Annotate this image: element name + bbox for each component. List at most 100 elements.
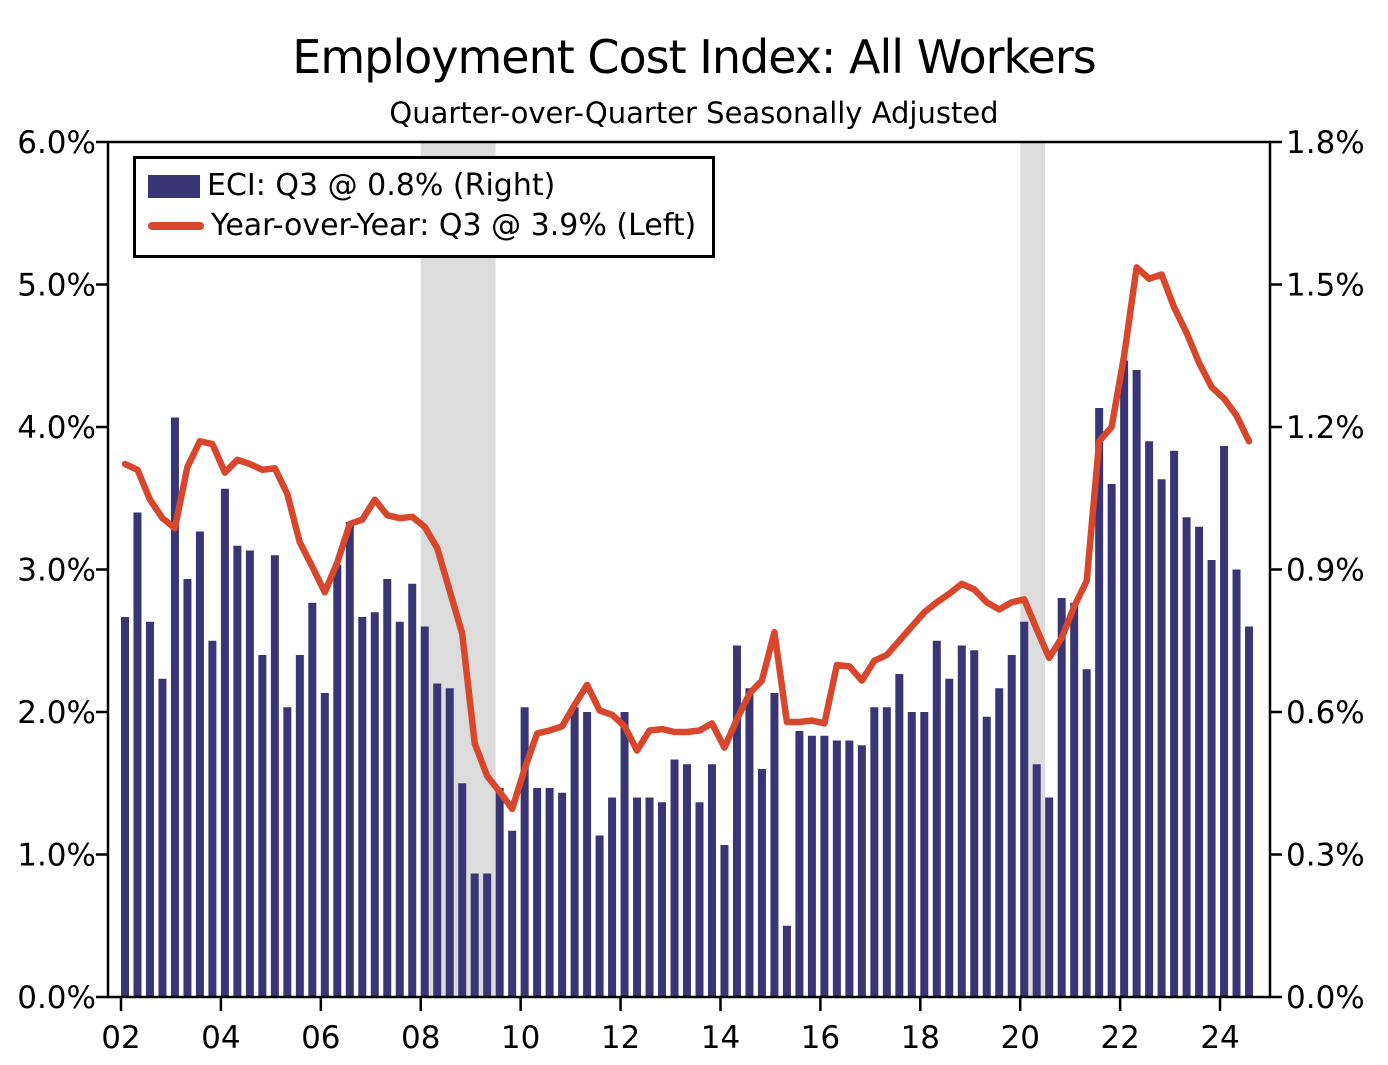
left-axis-tick-label: 6.0% [17,125,96,161]
eci-bar [633,797,642,997]
legend-item-eci: ECI: Q3 @ 0.8% (Right) [148,168,696,204]
eci-bar [158,678,167,997]
eci-bar [895,674,904,997]
legend-label-eci: ECI: Q3 @ 0.8% (Right) [207,168,556,203]
eci-bar [583,712,592,997]
eci-bar [720,845,729,997]
eci-bar [1220,446,1229,997]
line-swatch-icon [148,222,204,230]
x-axis-tick-label: 18 [901,1020,940,1056]
legend-item-yoy: Year-over-Year: Q3 @ 3.9% (Left) [148,208,696,244]
eci-bar [208,640,217,997]
eci-bar [270,555,279,997]
eci-bar [920,712,929,997]
eci-bar [433,683,442,997]
eci-bar [1082,669,1091,997]
x-axis-tick-label: 02 [101,1020,140,1056]
eci-bar [882,707,891,997]
eci-bar [932,640,941,997]
eci-bar [1132,370,1141,997]
eci-bar [782,925,791,997]
eci-bar [245,550,254,997]
x-axis-tick-label: 20 [1000,1020,1039,1056]
eci-bar [957,645,966,997]
eci-bar [807,735,816,997]
right-axis-tick-label: 1.5% [1286,268,1365,304]
eci-bar [383,579,392,997]
eci-bar [308,602,317,997]
x-axis-tick-label: 24 [1200,1020,1239,1056]
right-axis-tick-label: 1.2% [1286,410,1365,446]
eci-bar [1057,598,1066,997]
eci-bar [133,512,142,997]
eci-bar [470,873,479,997]
eci-bar [1007,655,1016,997]
eci-bar [1032,764,1041,997]
eci-bar [520,707,529,997]
eci-bar [820,735,829,997]
eci-bar [445,688,454,997]
eci-bar [458,783,467,997]
eci-bar [732,645,741,997]
eci-bar [495,788,504,997]
eci-bar [857,745,866,997]
eci-bar [508,830,517,997]
eci-bar [1207,560,1216,997]
legend-box: ECI: Q3 @ 0.8% (Right) Year-over-Year: Q… [133,156,716,258]
x-axis-tick-label: 12 [601,1020,640,1056]
right-axis-tick-label: 1.8% [1286,125,1365,161]
eci-bar [757,769,766,997]
eci-bar [945,678,954,997]
eci-bar [558,792,567,997]
eci-bar [658,802,667,997]
right-axis-tick-label: 0.0% [1286,980,1365,1016]
left-axis-tick-label: 5.0% [17,268,96,304]
eci-bar [645,797,654,997]
eci-bar [283,707,292,997]
x-axis-tick-label: 22 [1100,1020,1139,1056]
eci-bar [170,417,179,997]
eci-bar [408,583,417,997]
eci-bar [870,707,879,997]
recession-band [420,142,496,997]
eci-bar [770,693,779,997]
right-axis-tick-label: 0.3% [1286,838,1365,874]
eci-bar [795,731,804,997]
left-axis-tick-label: 3.0% [17,553,96,589]
eci-bar [695,802,704,997]
eci-bar [358,617,367,997]
eci-bar [620,712,629,997]
right-axis-tick-label: 0.6% [1286,695,1365,731]
eci-bar [395,621,404,997]
right-axis-tick-label: 0.9% [1286,553,1365,589]
x-axis-tick-label: 08 [401,1020,440,1056]
eci-bar [845,740,854,997]
eci-bar [595,835,604,997]
left-axis-tick-label: 1.0% [17,838,96,874]
eci-bar [832,740,841,997]
eci-bar [370,612,379,997]
eci-bar [420,626,429,997]
eci-bar [295,655,304,997]
eci-bar [970,650,979,997]
eci-bar [145,621,154,997]
eci-bar [320,693,329,997]
eci-bar [333,564,342,997]
eci-bar [195,531,204,997]
eci-bar [608,797,617,997]
eci-bar [1157,479,1166,997]
eci-bar [670,759,679,997]
eci-bar [570,707,579,997]
eci-bar [545,788,554,997]
eci-bar [745,688,754,997]
yoy-line [121,264,1253,813]
eci-bar [1232,569,1241,997]
eci-bar [1107,484,1116,997]
eci-bar [995,688,1004,997]
eci-bar [183,579,192,997]
eci-bar [120,617,129,997]
x-axis-tick-label: 14 [701,1020,740,1056]
eci-bar [707,764,716,997]
